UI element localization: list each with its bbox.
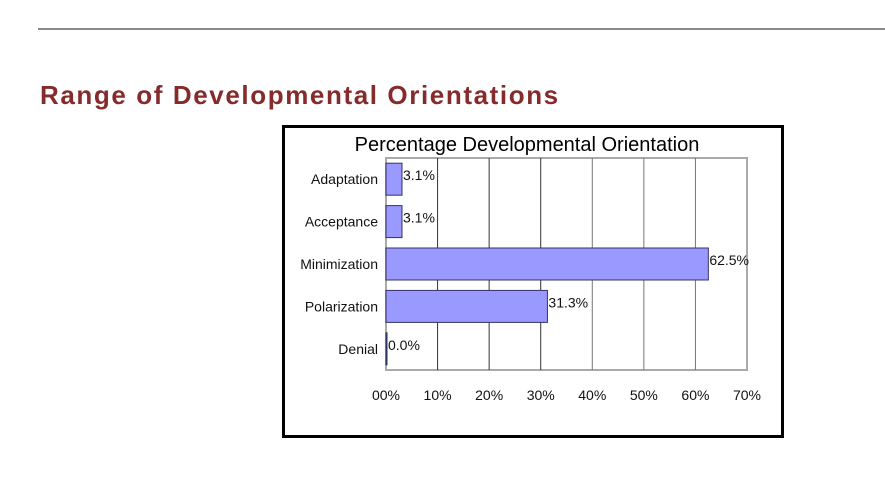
- x-tick-label: 00%: [372, 387, 400, 403]
- data-label: 31.3%: [548, 294, 588, 310]
- bar-acceptance: [385, 205, 403, 239]
- category-label: Polarization: [305, 298, 378, 314]
- x-tick-label: 20%: [475, 387, 503, 403]
- x-tick-label: 60%: [681, 387, 709, 403]
- x-tick-label: 10%: [424, 387, 452, 403]
- category-label: Minimization: [300, 256, 378, 272]
- data-label: 3.1%: [403, 167, 435, 183]
- x-tick-label: 50%: [630, 387, 658, 403]
- chart-frame: [282, 125, 784, 438]
- bar-polarization: [385, 289, 548, 323]
- top-divider: [38, 28, 885, 30]
- category-label: Acceptance: [305, 214, 378, 230]
- bar-adaptation: [385, 162, 403, 196]
- category-label: Denial: [338, 341, 378, 357]
- data-label: 3.1%: [403, 210, 435, 226]
- x-tick-label: 40%: [578, 387, 606, 403]
- data-label: 0.0%: [388, 337, 420, 353]
- chart-title: Percentage Developmental Orientation: [355, 134, 700, 156]
- x-tick-label: 30%: [527, 387, 555, 403]
- bar-denial: [385, 332, 388, 366]
- x-tick-label: 70%: [733, 387, 761, 403]
- slide-heading: Range of Developmental Orientations: [40, 80, 560, 110]
- data-label: 62.5%: [709, 252, 749, 268]
- category-label: Adaptation: [311, 171, 378, 187]
- bar-minimization: [385, 247, 709, 281]
